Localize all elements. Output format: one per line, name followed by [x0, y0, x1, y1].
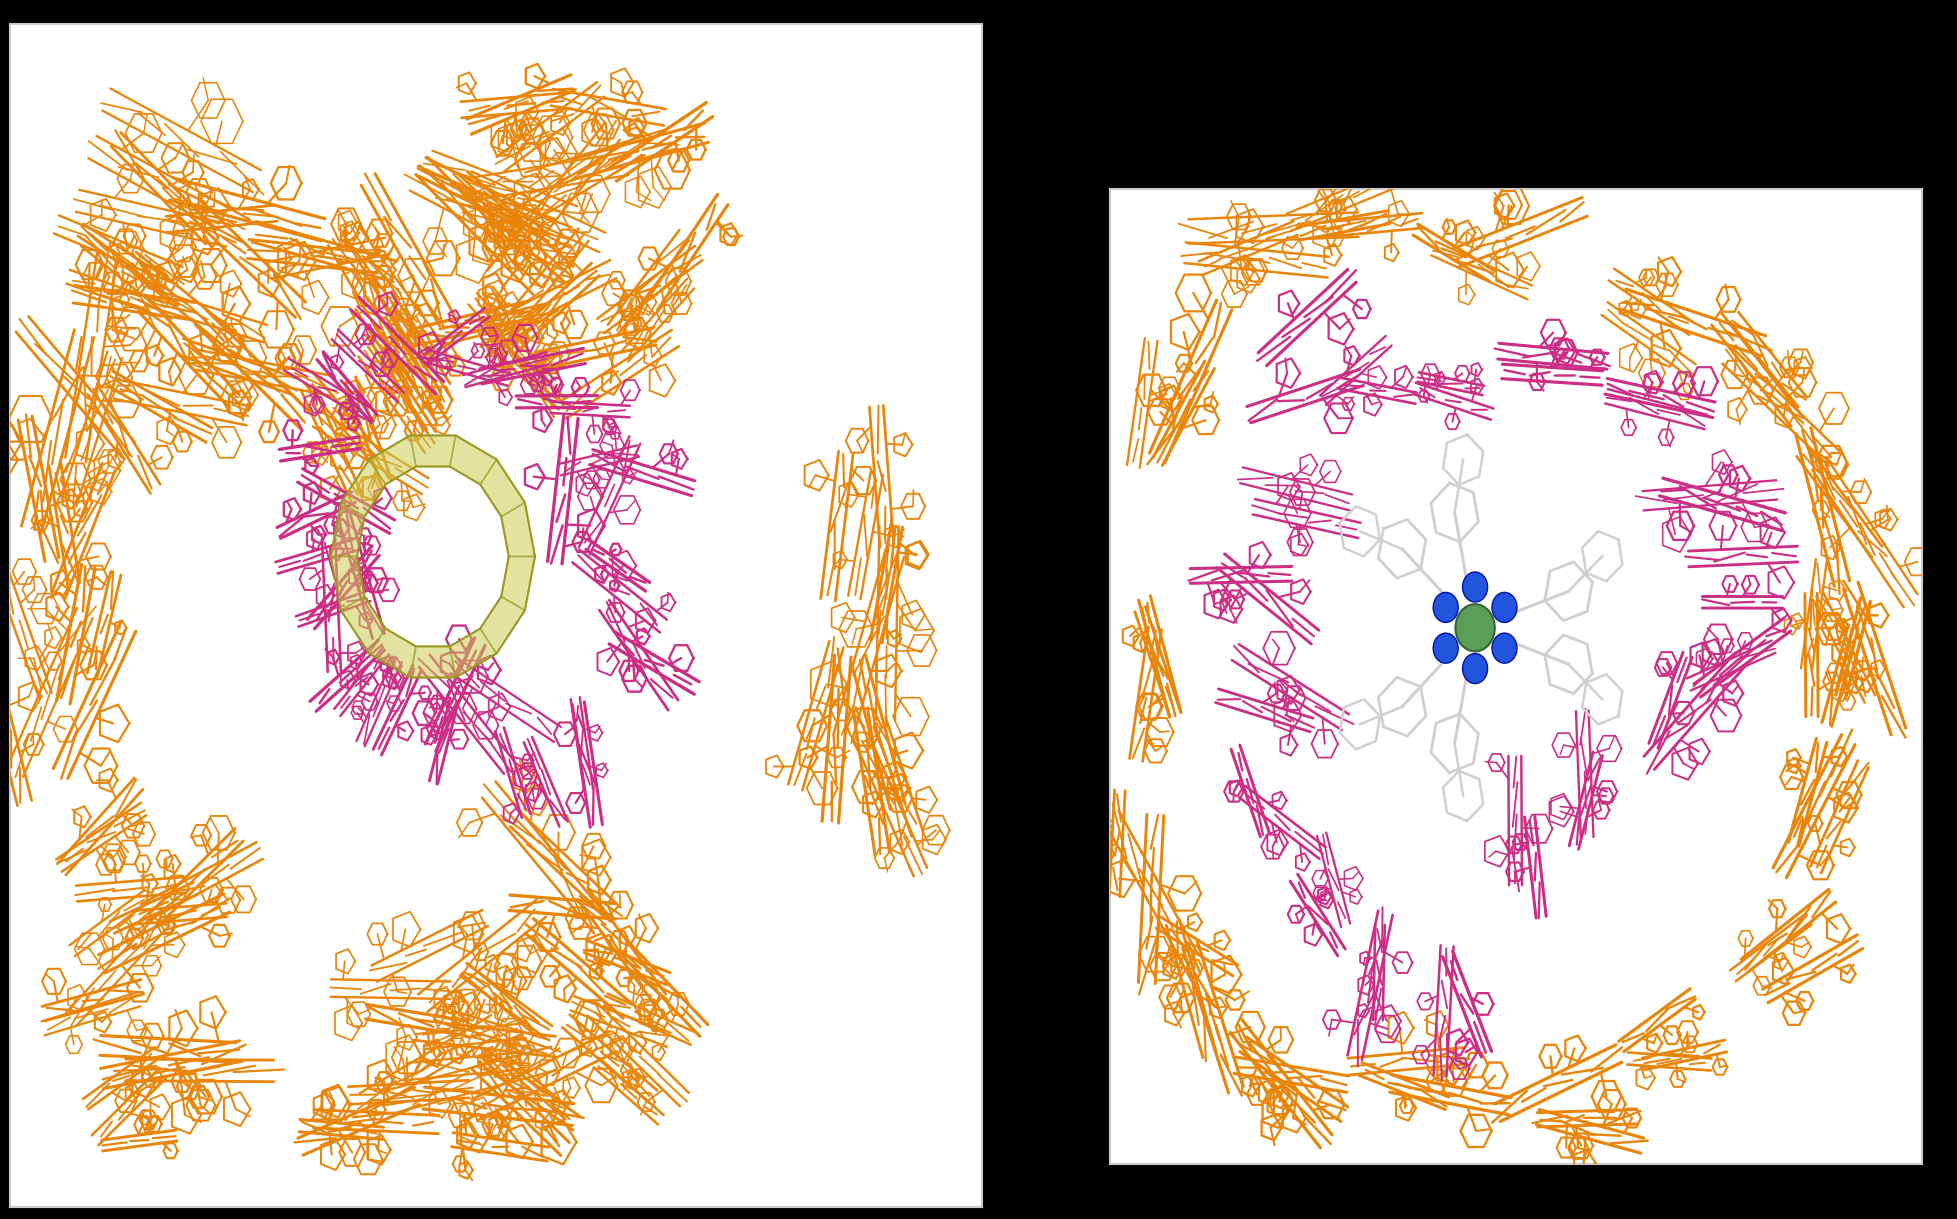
Circle shape: [1456, 605, 1495, 651]
Polygon shape: [411, 435, 456, 467]
Circle shape: [1462, 572, 1487, 602]
Polygon shape: [341, 596, 386, 653]
Polygon shape: [479, 460, 524, 517]
Polygon shape: [370, 629, 417, 678]
Circle shape: [1433, 633, 1458, 663]
Polygon shape: [450, 629, 497, 678]
Circle shape: [1433, 592, 1458, 623]
Polygon shape: [450, 435, 497, 484]
Polygon shape: [341, 460, 386, 517]
Circle shape: [1491, 633, 1517, 663]
Polygon shape: [501, 502, 534, 556]
Polygon shape: [331, 502, 364, 556]
Polygon shape: [411, 646, 456, 678]
Polygon shape: [501, 556, 534, 611]
Polygon shape: [479, 596, 524, 653]
Polygon shape: [370, 435, 417, 484]
Polygon shape: [331, 556, 364, 611]
Circle shape: [1462, 653, 1487, 684]
Circle shape: [1491, 592, 1517, 623]
